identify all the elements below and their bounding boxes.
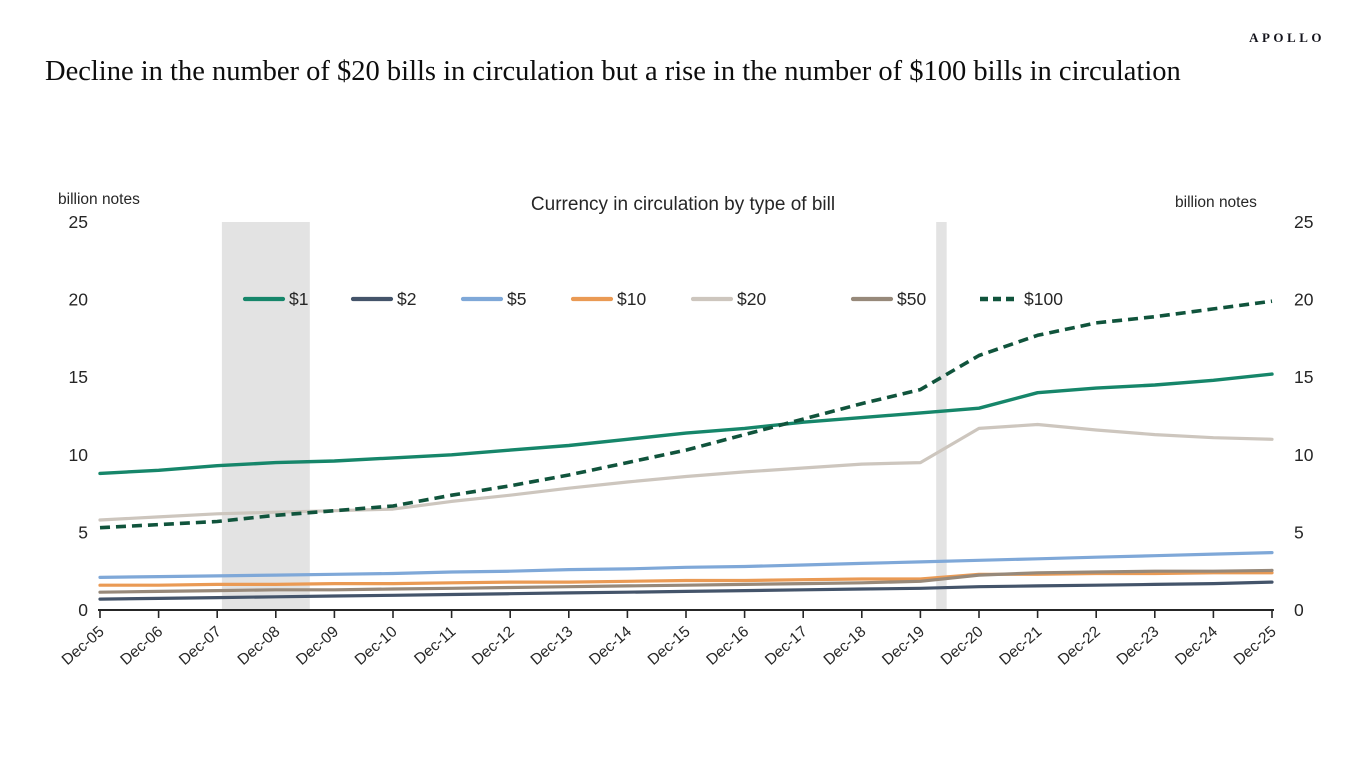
legend-label-usd1: $1 [289,289,308,309]
x-tick-label: Dec-09 [293,623,342,669]
y-tick-label-left: 5 [78,522,88,542]
recession-band [936,222,947,610]
series-line-usd50 [98,568,1274,594]
y-tick-label-right: 25 [1294,212,1313,232]
y-tick-label-left: 25 [69,212,88,232]
legend-label-usd5: $5 [507,289,526,309]
y-tick-label-left: 0 [78,600,88,620]
y-tick-label-right: 15 [1294,367,1313,387]
apollo-logo: APOLLO [1249,30,1325,45]
y-tick-label-right: 0 [1294,600,1304,620]
legend-label-usd10: $10 [617,289,646,309]
legend-label-usd2: $2 [397,289,416,309]
left-axis-unit-label: billion notes [58,191,140,208]
x-tick-label: Dec-21 [996,623,1045,669]
right-axis-unit-label: billion notes [1175,194,1257,211]
legend-label-usd20: $20 [737,289,766,309]
x-tick-label: Dec-10 [352,623,401,669]
x-tick-label: Dec-18 [821,623,870,669]
y-tick-label-right: 5 [1294,522,1304,542]
x-tick-label: Dec-06 [117,623,166,669]
x-tick-label: Dec-15 [645,623,694,669]
series-line-usd5 [98,550,1274,580]
x-tick-label: Dec-25 [1231,623,1280,669]
x-tick-label: Dec-11 [411,623,459,668]
x-tick-label: Dec-05 [59,623,108,669]
x-tick-label: Dec-13 [528,623,577,669]
x-tick-label: Dec-22 [1055,623,1104,669]
chart-title: Currency in circulation by type of bill [530,194,836,215]
y-tick-label-left: 10 [69,445,89,465]
page-title: Decline in the number of $20 bills in ci… [45,56,1181,87]
x-tick-label: Dec-23 [1114,623,1163,669]
y-tick-label-right: 10 [1294,445,1314,465]
series-line-usd1 [98,372,1274,476]
legend-label-usd50: $50 [897,289,926,309]
recession-band [221,222,310,610]
x-tick-label: Dec-24 [1172,623,1221,669]
series-line-usd2 [98,580,1274,601]
legend-label-usd100: $100 [1024,289,1063,309]
x-tick-label: Dec-20 [938,623,987,669]
y-tick-label-right: 20 [1294,290,1314,310]
x-tick-label: Dec-17 [762,623,811,669]
x-tick-label: Dec-07 [176,623,225,669]
x-tick-label: Dec-19 [879,623,928,669]
x-tick-label: Dec-08 [235,623,284,669]
series-line-usd20 [98,422,1274,522]
x-tick-label: Dec-14 [586,623,635,669]
y-tick-label-left: 15 [69,367,88,387]
x-tick-label: Dec-12 [469,623,518,669]
series-line-usd100 [99,299,1273,530]
y-tick-label-left: 20 [69,290,89,310]
x-tick-label: Dec-16 [703,623,752,669]
